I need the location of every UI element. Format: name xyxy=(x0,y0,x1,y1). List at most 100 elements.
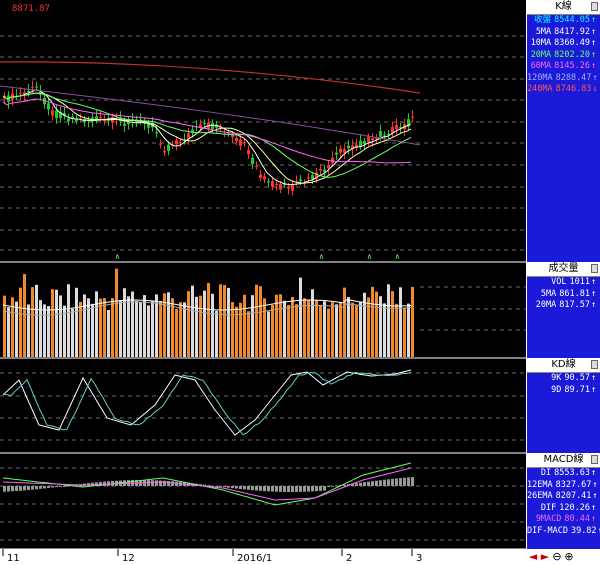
indicator-value: 8746.83 xyxy=(555,84,592,94)
indicator-row-10ma: 10MA 8360.49↑ xyxy=(527,38,600,50)
volume-bar xyxy=(295,304,298,357)
volume-bar xyxy=(211,293,214,357)
stock-chart-canvas[interactable]: ∧ ∧ ∧ ∧ 8871.87 11 12 2016/1 2 3 xyxy=(0,0,527,565)
candle xyxy=(399,127,402,129)
indicator-value: 8288.47 xyxy=(555,72,592,83)
bar-chart-icon[interactable] xyxy=(591,2,598,11)
indicator-arrow: ↑ xyxy=(597,526,600,538)
volume-bar xyxy=(163,293,166,357)
volume-bar xyxy=(67,284,70,357)
volume-bar xyxy=(191,285,194,357)
ma240-line xyxy=(0,61,421,94)
candle xyxy=(383,134,386,136)
bar-chart-icon[interactable] xyxy=(591,360,598,369)
macd-histogram-bar xyxy=(147,480,150,486)
indicator-value: 89.71 xyxy=(564,384,590,395)
macd-histogram-bar xyxy=(171,481,174,486)
indicator-label: 60MA xyxy=(530,61,552,71)
indicator-arrow: ↑ xyxy=(590,514,597,524)
signal-marker: ∧ xyxy=(367,252,372,261)
kline-info-panel: K線 收盤 8544.05↑ 5MA 8417.92↑ 10MA 8360.49↑ 20MA 8… xyxy=(527,0,600,262)
indicator-label: 9MACD xyxy=(535,514,562,524)
macd-histogram-bar xyxy=(167,481,170,486)
volume-bar xyxy=(267,311,270,357)
kline-panel-title[interactable]: K線 xyxy=(527,0,600,15)
candle xyxy=(355,144,358,148)
candle xyxy=(263,176,266,180)
candle xyxy=(35,86,38,88)
candle xyxy=(255,165,258,167)
candle xyxy=(59,112,62,118)
macd-histogram-bar xyxy=(11,486,14,492)
bar-chart-icon[interactable] xyxy=(591,264,598,273)
candle xyxy=(239,139,242,146)
macd-histogram-bar xyxy=(403,477,406,486)
macd-panel-title[interactable]: MACD線 xyxy=(527,453,600,468)
volume-bar xyxy=(215,310,218,357)
candle xyxy=(347,145,350,149)
volume-bar xyxy=(135,300,138,357)
volume-bar xyxy=(299,277,302,357)
volume-bar xyxy=(155,294,158,357)
indicator-value: 1011 xyxy=(569,277,590,287)
candle xyxy=(243,142,246,144)
scroll-right-button[interactable]: ► xyxy=(540,550,550,563)
macd-histogram-bar xyxy=(351,483,354,486)
kd-panel-title[interactable]: KD線 xyxy=(527,358,600,373)
volume-bar xyxy=(15,301,18,357)
zoom-in-button[interactable]: ⊕ xyxy=(564,550,574,563)
candle xyxy=(323,169,326,172)
candle xyxy=(307,177,310,179)
indicator-arrow: ↑ xyxy=(592,491,598,501)
candle xyxy=(55,110,58,119)
volume-bar xyxy=(91,303,94,357)
indicator-arrow: ↓ xyxy=(592,84,598,94)
indicator-arrow: ↑ xyxy=(590,49,597,60)
volume-bar xyxy=(227,287,230,357)
scroll-left-button[interactable]: ◄ xyxy=(528,550,538,563)
volume-bar xyxy=(103,298,106,357)
indicator-value: 8544.05 xyxy=(554,15,590,25)
indicator-arrow: ↑ xyxy=(590,26,597,37)
volume-ma5-line xyxy=(2,299,412,311)
candle xyxy=(51,110,54,116)
macd-histogram-bar xyxy=(219,486,222,487)
volume-bar xyxy=(395,303,398,357)
macd-histogram-bar xyxy=(231,486,234,489)
kd-d-line xyxy=(2,371,412,436)
indicator-row-vol: VOL 1011↑ xyxy=(527,277,600,289)
volume-bar xyxy=(335,304,338,357)
panel-title-text: K線 xyxy=(555,1,572,12)
candle xyxy=(331,157,334,164)
volume-bar xyxy=(383,303,386,357)
volume-bar xyxy=(323,301,326,357)
candle xyxy=(95,116,98,120)
candle xyxy=(167,144,170,151)
macd-histogram-bar xyxy=(15,486,18,492)
indicator-row-240ma: 240MA 8746.83↓ xyxy=(527,84,600,96)
zoom-out-button[interactable]: ⊖ xyxy=(552,550,562,563)
volume-bar xyxy=(287,304,290,357)
indicator-value: 8360.49 xyxy=(554,38,590,48)
date-label: 2 xyxy=(346,553,352,564)
kd-info-panel: KD線 9K 90.57↑ 9D 89.71↑ xyxy=(527,358,600,453)
macd-signal-line xyxy=(2,467,412,501)
volume-bar xyxy=(331,302,334,357)
candle xyxy=(19,92,22,94)
candle xyxy=(407,119,410,127)
indicator-value: 8145.26 xyxy=(554,61,590,71)
indicator-row-di: DI 8553.63↑ xyxy=(527,468,600,480)
volume-bar xyxy=(327,308,330,357)
indicator-arrow: ↑ xyxy=(590,38,597,48)
volume-bar xyxy=(371,286,374,357)
volume-bar xyxy=(47,306,50,357)
volume-panel-title[interactable]: 成交量 xyxy=(527,262,600,277)
indicator-label: 9K xyxy=(551,373,562,383)
volume-bar xyxy=(263,298,266,357)
indicator-row-120ma: 120MA 8288.47↑ xyxy=(527,73,600,85)
indicator-row-5ma: 5MA 8417.92↑ xyxy=(527,27,600,39)
volume-bar xyxy=(343,287,346,357)
indicator-label: 12EMA xyxy=(527,479,553,490)
indicator-row-20ma: 20MA 817.57↑ xyxy=(527,300,600,312)
bar-chart-icon[interactable] xyxy=(591,455,598,464)
